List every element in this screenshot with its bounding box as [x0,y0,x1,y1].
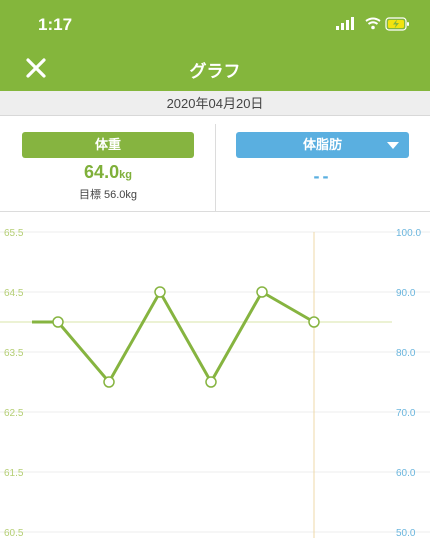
weight-number: 64.0 [84,162,120,182]
close-icon [26,58,46,78]
data-point [103,376,115,388]
body-fat-value: -- [313,166,332,186]
date-label: 2020年04月20日 [0,91,430,116]
weight-goal: 目標 56.0kg [78,189,138,201]
y-right-tick-label: 60.0 [396,468,416,479]
tab-weight[interactable]: 体重 [22,132,194,158]
status-time: 1:17 [38,15,73,34]
close-button[interactable] [24,56,48,80]
data-point [256,286,268,298]
weight-chart[interactable]: 65.5 64.5 63.5 62.5 61.5 60.5 100.0 90.0 80.0 70.… [0,212,430,538]
status-bar: 1:17 [0,0,430,50]
chart-canvas: 65.5 64.5 63.5 62.5 61.5 60.5 100.0 90.0 80.0 70.… [0,228,430,538]
y-right-tick-label: 90.0 [396,288,416,299]
y-right-tick-label: 100.0 [396,228,421,239]
y-left-tick-label: 62.5 [4,408,24,419]
weight-unit: kg [119,169,132,181]
weight-value: 64.0kg [22,162,194,183]
y-left-tick-label: 60.5 [4,528,24,538]
y-right-tick-label: 80.0 [396,348,416,359]
page-title: グラフ [189,62,241,81]
y-left-tick-label: 65.5 [4,228,24,239]
data-point [52,316,64,328]
wifi-icon [365,17,381,22]
signal-icon [336,26,339,30]
chevron-down-icon [387,142,399,149]
y-left-tick-label: 61.5 [4,468,24,479]
nav-bar: グラフ [0,50,430,91]
y-right-tick-label: 70.0 [396,408,416,419]
weight-series-line [32,288,315,386]
data-point [205,376,217,388]
metric-divider [215,124,216,212]
app-header: 1:17 グラフ [0,0,430,91]
data-point [308,316,320,328]
data-point [154,286,166,298]
tab-body-fat-label: 体脂肪 [302,137,342,152]
metrics-panel: 体重 64.0kg 目標 56.0kg 体脂肪 -- [0,116,430,212]
battery-icon [385,17,407,31]
y-left-tick-label: 63.5 [4,348,24,359]
y-left-tick-label: 64.5 [4,288,24,299]
tab-body-fat[interactable]: 体脂肪 [236,132,409,158]
y-right-tick-label: 50.0 [396,528,416,538]
status-icons [336,17,410,31]
signal-wifi-battery-icon [336,17,409,31]
